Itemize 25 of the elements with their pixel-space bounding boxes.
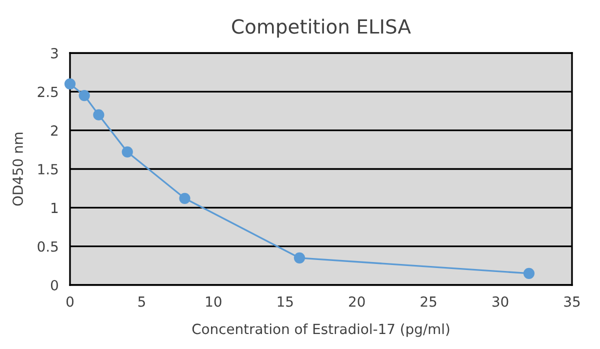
x-tick-label: 30	[492, 296, 508, 307]
point	[523, 268, 535, 279]
point	[122, 146, 133, 158]
x-axis-title: Concentration of Estradiol-17 (pg/ml)	[192, 323, 450, 337]
y-axis-title: OD450 nm	[12, 132, 23, 206]
point	[93, 109, 104, 120]
x-tick-label: 20	[349, 296, 365, 307]
y-tick-label: 0.5	[38, 241, 58, 252]
point	[64, 78, 76, 90]
x-tick-label: 35	[564, 296, 580, 307]
point	[78, 90, 90, 102]
y-tick-label: 1.5	[38, 164, 58, 174]
y-tick-label: 1	[52, 202, 58, 213]
x-tick-label: 25	[420, 296, 436, 307]
y-tick-label: 2	[51, 125, 58, 136]
point	[294, 252, 306, 264]
x-tick-label: 5	[138, 296, 145, 307]
y-tick-label: 3	[51, 48, 58, 58]
chart-title: Competition ELISA	[232, 18, 411, 38]
x-tick-label: 0	[66, 296, 74, 307]
x-tick-label: 10	[206, 296, 222, 307]
point	[179, 192, 190, 204]
y-tick-label: 0	[50, 280, 58, 290]
x-tick-label: 15	[278, 296, 293, 307]
y-tick-label: 2.5	[38, 86, 58, 98]
